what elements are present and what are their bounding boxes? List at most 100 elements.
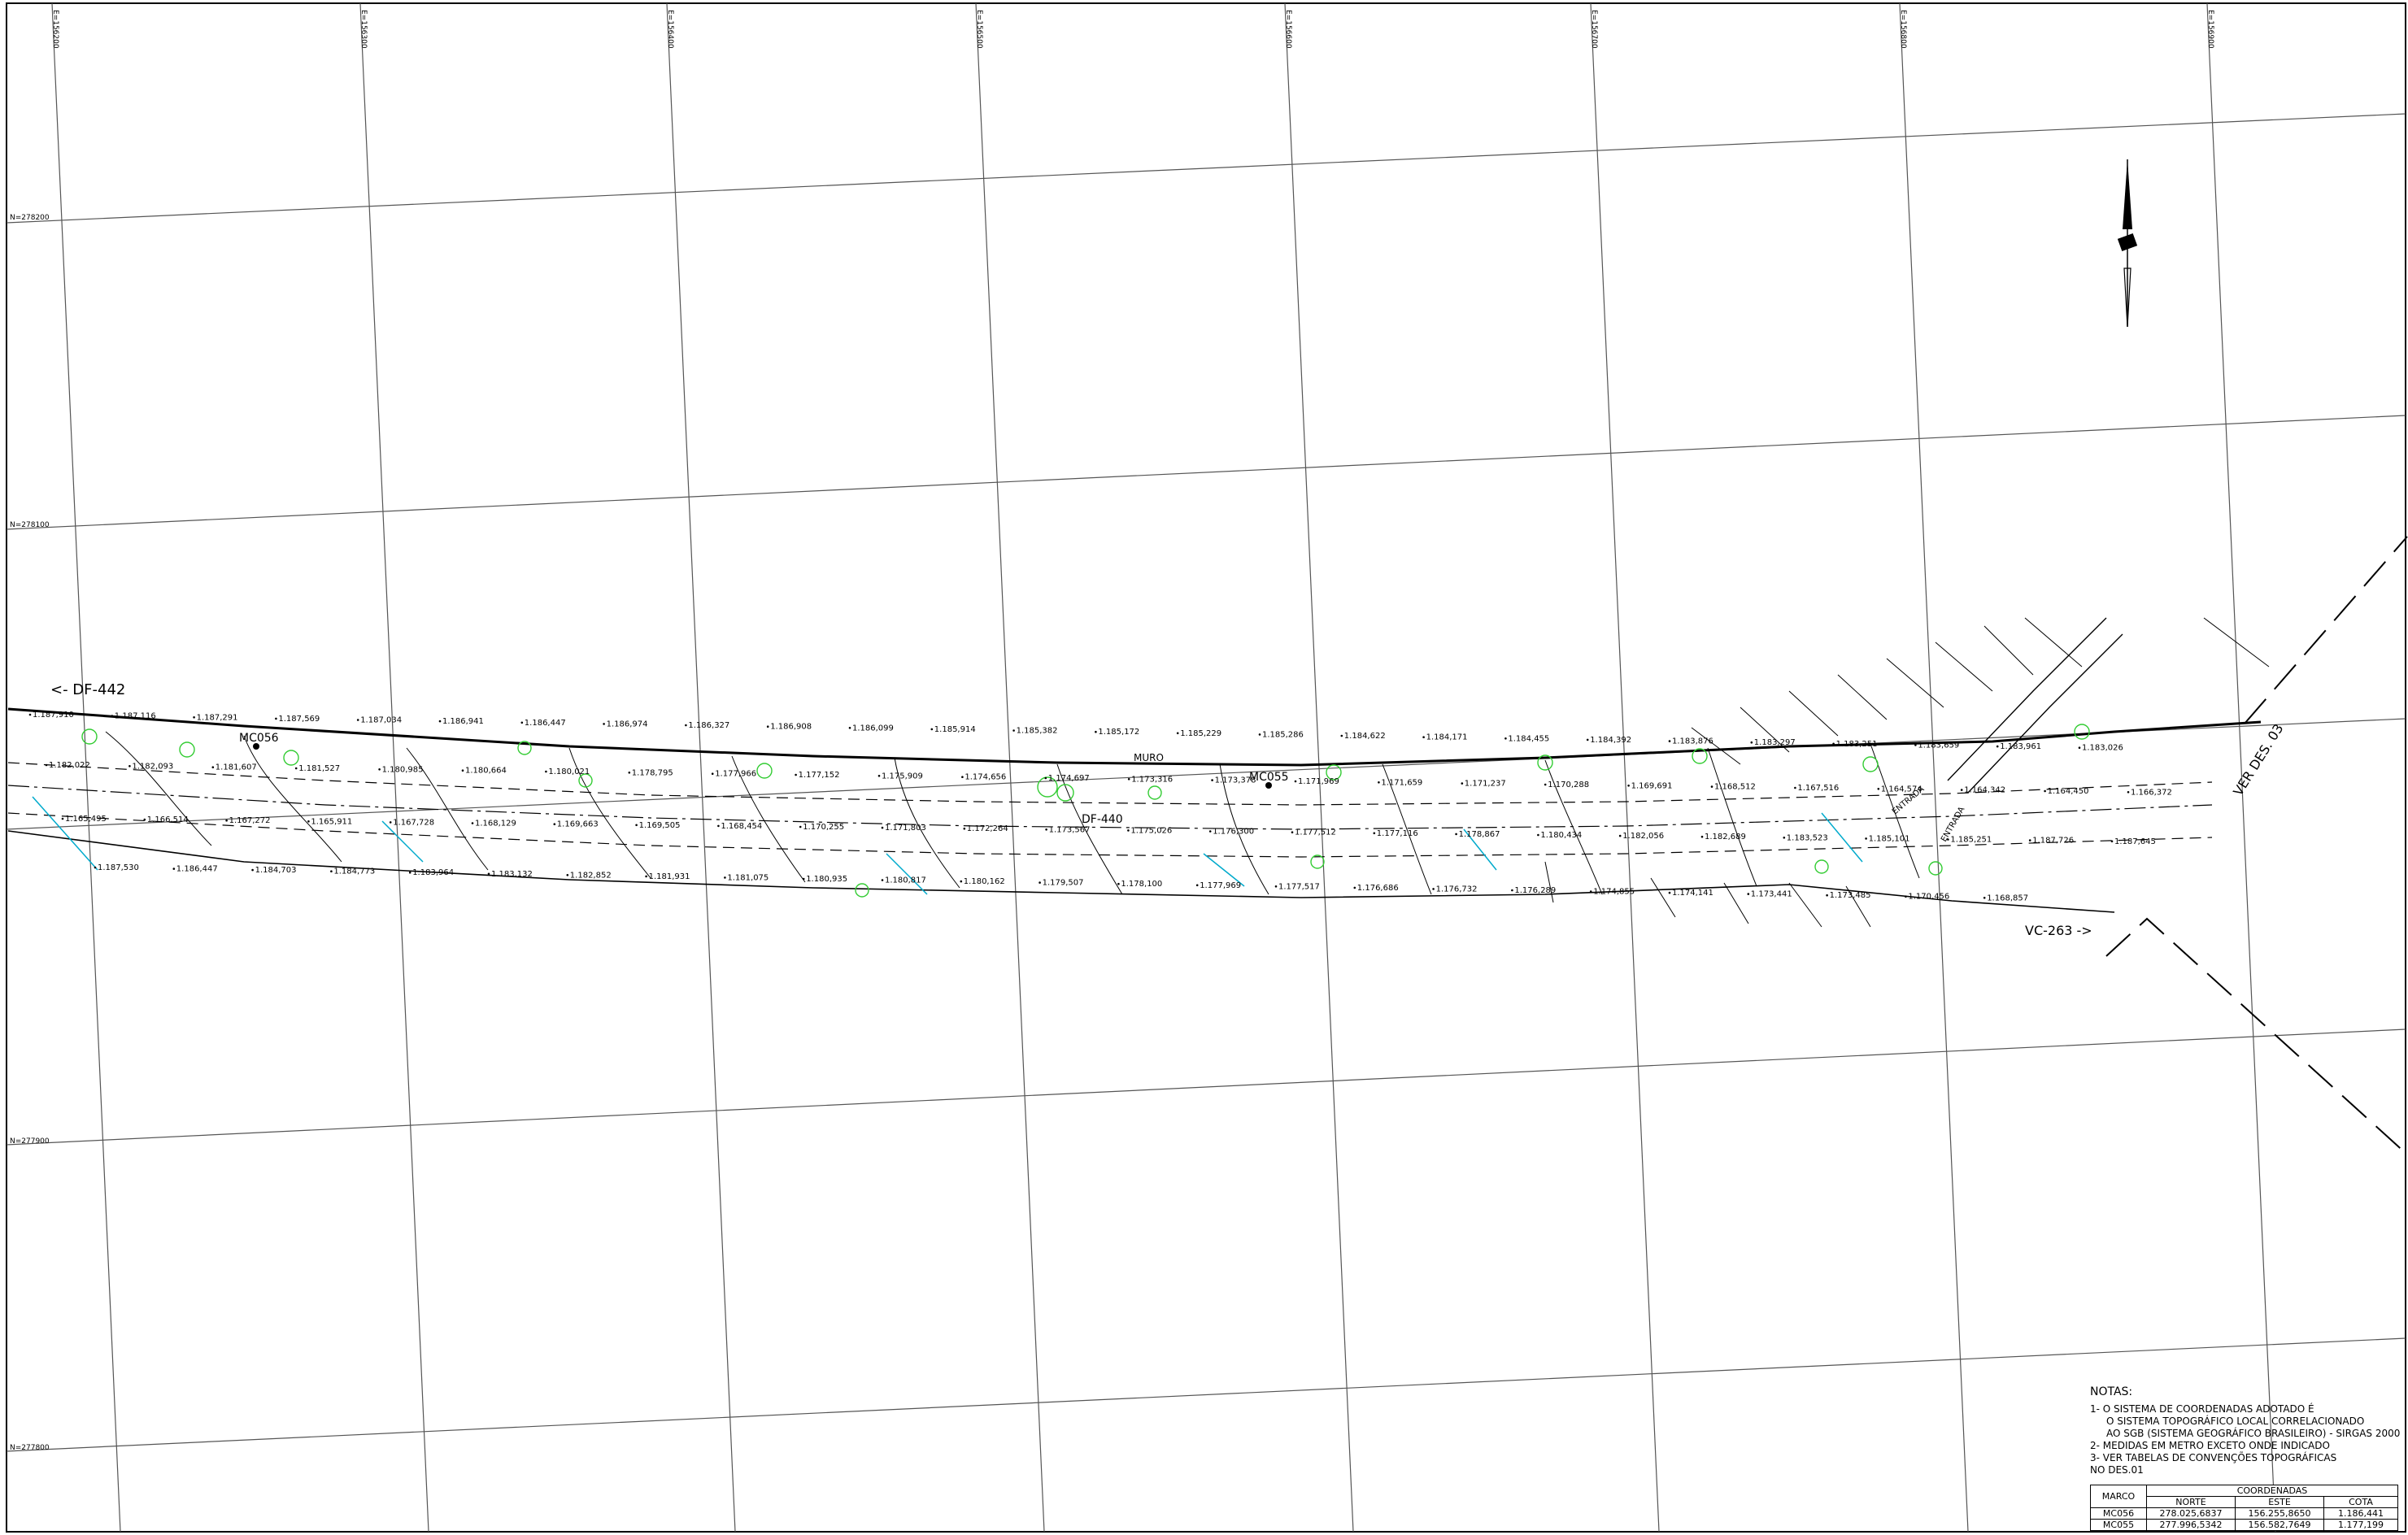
notes-item-2: 2- MEDIDAS EM METRO EXCETO ONDE INDICADO bbox=[2090, 1440, 2330, 1451]
elevation-label: 1.171,803 bbox=[885, 824, 926, 833]
elevation-label: 1.187,530 bbox=[98, 863, 139, 872]
grid-line-e156800 bbox=[1899, 2, 1969, 1533]
elevation-label: 1.186,941 bbox=[442, 717, 484, 726]
elevation-point bbox=[2127, 791, 2130, 794]
elevation-label: 1.181,931 bbox=[649, 872, 690, 881]
elevation-point bbox=[1258, 733, 1261, 736]
elevation-point bbox=[1618, 834, 1622, 837]
elevation-label: 1.177,517 bbox=[1278, 882, 1320, 891]
elevation-label: 1.183,876 bbox=[1672, 737, 1713, 746]
elevation-label: 1.173,378 bbox=[1215, 776, 1256, 785]
notes-panel: NOTAS: 1- O SISTEMA DE COORDENADAS ADOTA… bbox=[2090, 1385, 2400, 1476]
elevation-point bbox=[961, 776, 964, 778]
elevation-point bbox=[1373, 832, 1376, 835]
notes-item-3: 3- VER TABELAS DE CONVENÇÕES TOPOGRÁFICA… bbox=[2090, 1452, 2337, 1463]
elevation-label: 1.166,514 bbox=[147, 815, 189, 824]
tree-icon bbox=[578, 773, 593, 788]
elevation-label: 1.170,456 bbox=[1908, 893, 1949, 902]
col-cota: COTA bbox=[2323, 1496, 2398, 1508]
notes-title: NOTAS: bbox=[2090, 1385, 2133, 1398]
elevation-label: 1.164,342 bbox=[1964, 786, 2005, 795]
elevation-point bbox=[1627, 785, 1630, 787]
elevation-point bbox=[1668, 740, 1671, 742]
elevation-point bbox=[330, 870, 333, 872]
elevation-point bbox=[1095, 730, 1097, 733]
elevation-label: 1.187,291 bbox=[197, 713, 238, 722]
elevation-point bbox=[545, 770, 547, 773]
elevation-point bbox=[471, 822, 474, 824]
elevation-label: 1.186,447 bbox=[525, 719, 566, 728]
cell-marco: MC056 bbox=[2090, 1507, 2147, 1520]
cell-este: 156.255,8650 bbox=[2235, 1507, 2324, 1520]
north-arrow-tail bbox=[2123, 267, 2131, 328]
elevation-label: 1.164,450 bbox=[2048, 787, 2089, 796]
intersection-road-right-2 bbox=[1967, 633, 2123, 794]
elevation-label: 1.187,645 bbox=[2114, 837, 2156, 846]
elevation-point bbox=[1668, 891, 1671, 894]
elevation-point bbox=[438, 720, 442, 723]
elevation-label: 1.176,732 bbox=[1436, 885, 1478, 894]
elevation-point bbox=[1905, 895, 1907, 898]
road-centerline bbox=[7, 785, 2213, 830]
marker-mc055-label: MC055 bbox=[1249, 771, 1289, 784]
elevation-label: 1.185,914 bbox=[934, 725, 976, 734]
elevation-point bbox=[553, 823, 556, 825]
elevation-point bbox=[1039, 881, 1041, 884]
elevation-label: 1.168,129 bbox=[475, 820, 516, 828]
elevation-label: 1.174,855 bbox=[1593, 888, 1635, 897]
elevation-point bbox=[1750, 741, 1753, 744]
elevation-point bbox=[111, 715, 114, 717]
elevation-point bbox=[1127, 829, 1130, 832]
elevation-point bbox=[294, 767, 298, 770]
elevation-label: 1.180,021 bbox=[548, 768, 590, 776]
tree-icon bbox=[1928, 861, 1943, 876]
elevation-point bbox=[28, 713, 32, 716]
elevation-point bbox=[1947, 838, 1949, 841]
marker-mc055-point bbox=[1265, 782, 1272, 789]
elevation-point bbox=[94, 866, 97, 869]
elevation-point bbox=[1877, 788, 1880, 790]
col-este: ESTE bbox=[2235, 1496, 2324, 1508]
elevation-label: 1.183,961 bbox=[2000, 742, 2041, 751]
elevation-label: 1.185,229 bbox=[1180, 729, 1221, 738]
elevation-point bbox=[1195, 884, 1199, 887]
north-arrow-head bbox=[2123, 159, 2132, 229]
elevation-point bbox=[1422, 736, 1425, 738]
elevation-point bbox=[1983, 897, 1986, 899]
grid-line-n278100 bbox=[6, 415, 2406, 530]
elevation-label: 1.182,689 bbox=[1705, 833, 1746, 841]
road-edge-upper bbox=[7, 762, 2213, 806]
north-arrow-icon bbox=[2117, 159, 2138, 328]
elevation-label: 1.165,495 bbox=[65, 815, 107, 824]
drainage-5 bbox=[1463, 828, 1497, 871]
elevation-label: 1.173,567 bbox=[1049, 825, 1091, 834]
elevation-label: 1.185,101 bbox=[1869, 834, 1910, 843]
elevation-point bbox=[848, 727, 851, 729]
elevation-label: 1.177,969 bbox=[1200, 881, 1241, 890]
elevation-label: 1.184,392 bbox=[1590, 736, 1631, 745]
elevation-label: 1.167,516 bbox=[1797, 784, 1839, 793]
elevation-label: 1.176,300 bbox=[1213, 828, 1254, 837]
elevation-label: 1.187,569 bbox=[278, 715, 320, 724]
elevation-point bbox=[1294, 780, 1297, 783]
elevation-point bbox=[799, 825, 802, 828]
elevation-label: 1.164,574 bbox=[1881, 785, 1922, 794]
elevation-point bbox=[1710, 785, 1713, 788]
elevation-label: 1.178,867 bbox=[1459, 830, 1500, 839]
contour-2 bbox=[243, 735, 342, 863]
grid-label-e156600: E=156600 bbox=[1284, 10, 1292, 49]
elevation-label: 1.170,288 bbox=[1548, 781, 1589, 789]
elevation-label: 1.177,116 bbox=[1377, 829, 1418, 838]
grid-line-e156400 bbox=[666, 2, 736, 1533]
grid-line-e156900 bbox=[2206, 2, 2276, 1533]
grid-label-e156900: E=156900 bbox=[2206, 10, 2214, 49]
elevation-label: 1.172,264 bbox=[967, 824, 1008, 833]
cell-norte: 277.996,5342 bbox=[2146, 1519, 2236, 1531]
elevation-point bbox=[1504, 737, 1507, 740]
contour-5 bbox=[731, 755, 806, 883]
elevation-point bbox=[881, 879, 884, 881]
elevation-label: 1.182,852 bbox=[570, 871, 612, 880]
table-row: MC056 278.025,6837 156.255,8650 1.186,44… bbox=[2090, 1507, 2398, 1520]
cell-cota: 1.177,199 bbox=[2323, 1519, 2398, 1531]
drainage-2 bbox=[381, 820, 424, 863]
